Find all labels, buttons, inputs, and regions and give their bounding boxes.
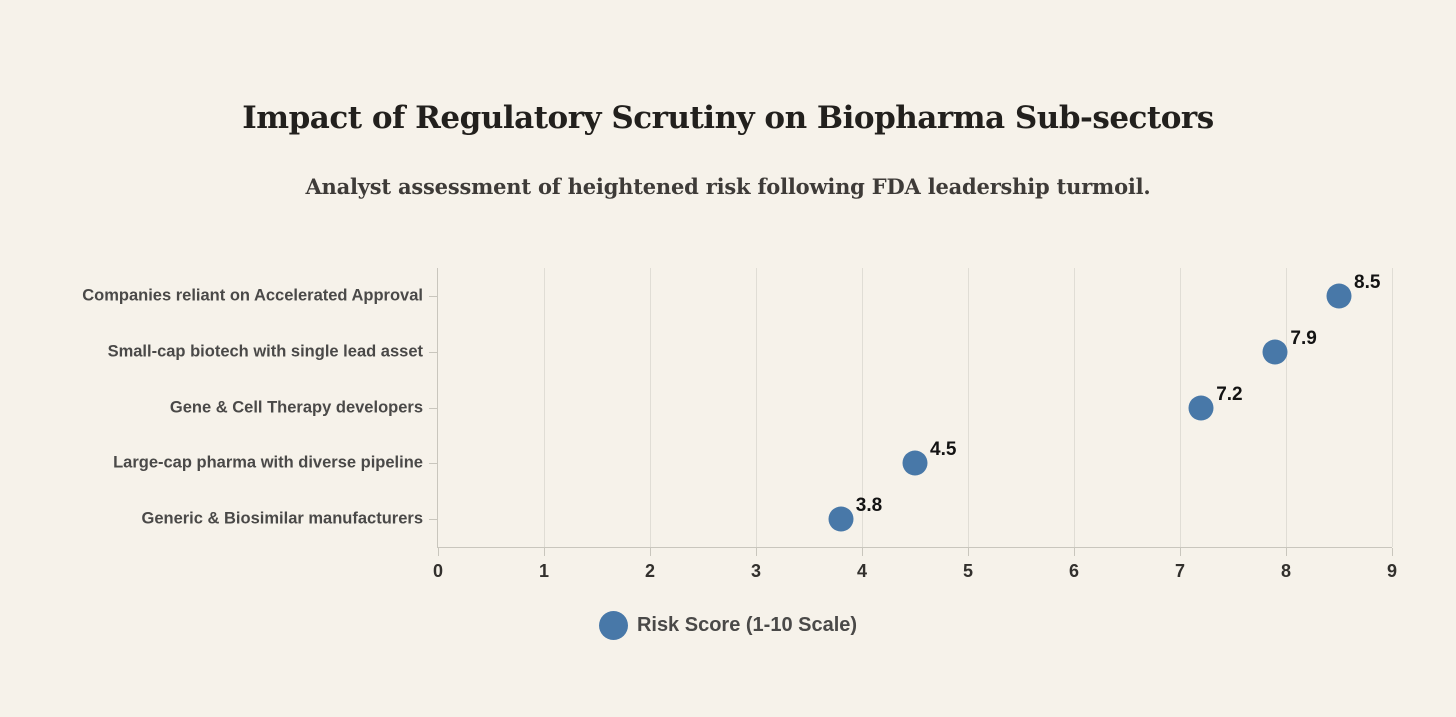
data-point-value: 8.5 [1354,271,1381,293]
gridline [1180,268,1181,547]
gridline [1286,268,1287,547]
x-tick-label: 2 [644,561,656,581]
x-tick-mark [544,548,545,556]
x-tick-mark [968,548,969,556]
x-tick-label: 1 [538,561,550,581]
x-tick-mark [1180,548,1181,556]
y-tick-mark [429,351,437,353]
x-tick-mark [1392,548,1393,556]
legend: Risk Score (1-10 Scale) [0,611,1456,640]
gridline [862,268,863,547]
y-tick-mark [429,463,437,465]
gridline [968,268,969,547]
data-point-dot [1262,339,1288,365]
x-tick-label: 0 [432,561,444,581]
data-point-value: 3.8 [855,495,883,517]
x-tick-label: 6 [1068,561,1080,581]
category-label: Small-cap biotech with single lead asset [107,342,423,361]
x-tick-mark [756,548,757,556]
gridline [544,268,545,547]
data-point-value: 7.2 [1216,383,1243,405]
x-tick-label: 5 [962,561,974,581]
y-tick-mark [429,407,437,409]
x-tick-label: 8 [1280,561,1292,581]
x-tick-mark [862,548,863,556]
chart-title: Impact of Regulatory Scrutiny on Biophar… [242,100,1214,136]
gridline [1074,268,1075,547]
gridline [650,268,651,547]
category-label: Companies reliant on Accelerated Approva… [82,286,423,305]
y-tick-mark [429,295,437,297]
category-label: Gene & Cell Therapy developers [169,398,423,416]
category-label: Large-cap pharma with diverse pipeline [113,453,423,472]
chart-subtitle: Analyst assessment of heightened risk fo… [305,174,1151,199]
data-point-dot [1326,283,1352,309]
legend-label: Risk Score (1-10 Scale) [636,614,858,636]
data-point-dot [1188,395,1214,420]
data-point-value: 4.5 [930,439,957,461]
x-tick-label: 7 [1174,561,1186,581]
x-tick-mark [650,548,651,556]
x-tick-mark [1074,548,1075,556]
plot-area: 0 1 2 3 4 5 6 7 8 9 Companies reliant on Accelerat… [82,268,1397,581]
data-point-value: 7.9 [1290,327,1317,349]
x-tick-label: 4 [856,561,868,581]
gridline [756,268,757,547]
x-tick-mark [438,548,439,556]
legend-marker-icon [598,611,628,640]
x-tick-label: 3 [750,561,762,581]
y-tick-mark [429,519,437,521]
gridline [1392,268,1393,547]
data-point-dot [828,506,854,532]
x-tick-label: 9 [1386,561,1398,581]
data-point-dot [902,450,928,476]
category-label: Generic & Biosimilar manufacturers [141,509,423,528]
x-tick-mark [1286,548,1287,556]
